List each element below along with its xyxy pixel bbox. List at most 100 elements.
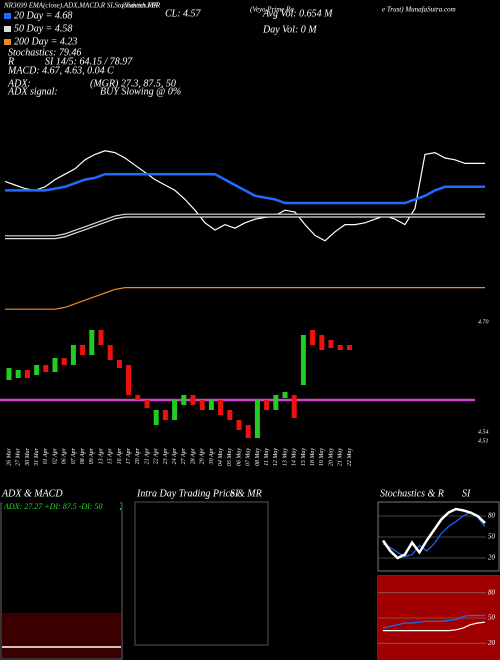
chart-title: NR3699 EMA(close),ADX,MACD,R SI,Stochast… [3,2,158,10]
panel-title: Stochastics & R [380,488,444,499]
adx-label-bg [2,502,120,512]
legend-swatch [4,26,11,32]
x-tick-label: 27 Mar [16,447,22,465]
x-tick-label: 07 Apr [71,447,77,464]
price-label: 4.70 [478,318,489,325]
annotation: 20 Day = 4.68 [14,10,72,21]
candle [319,335,325,350]
series-line [382,511,486,558]
y-tick-label: 20 [488,554,496,562]
x-tick-label: 29 Apr [200,447,206,464]
macd-area [2,613,121,658]
x-tick-label: 05 May [227,448,233,466]
x-tick-label: 06 May [236,448,242,466]
x-tick-label: 30 Apr [209,447,215,465]
candle [24,370,30,378]
x-tick-label: 13 Apr [98,447,104,464]
series-line [383,621,486,632]
x-tick-label: 22 Apr [154,447,160,464]
x-tick-label: 13 May [282,448,288,466]
candle [107,345,113,360]
candle [199,400,205,410]
candle [208,400,214,410]
annotation: Stochastics: 79.46 [8,47,81,58]
candle [172,400,178,420]
x-tick-label: 27 Apr [181,447,187,464]
annotation: Avg Vol: 0.654 M [262,8,333,19]
x-tick-label: 04 May [217,448,224,466]
price-label: 4.54 [478,428,489,435]
candle [310,330,316,345]
x-tick-label: 24 Apr [171,447,178,464]
candle [116,360,122,368]
annotation: (MGR) 27.3, 87.5, 50 [90,78,176,89]
y-tick-label: 20 [488,639,496,647]
x-tick-label: 19 May [319,448,325,466]
x-tick-label: 08 May [255,448,261,466]
candle [282,392,288,398]
x-tick-label: 14 May [291,448,298,466]
x-tick-label: 06 Apr [62,447,68,464]
candle [337,345,343,350]
x-tick-label: 20 May [328,448,334,466]
x-tick-label: 07 May [246,448,252,466]
price-label: 4.51 [478,437,489,444]
candle [61,358,67,365]
annotation: e Trust) MunafaSutra.com [382,6,456,14]
panel-subtitle: SI [230,488,239,499]
candle [6,368,12,380]
candle [144,400,150,408]
annotation: MACD: 4.67, 4.63, 0.04 C [7,65,114,76]
candle [43,365,49,372]
x-tick-label: 21 Apr [144,447,150,464]
x-tick-label: 09 Apr [89,447,95,464]
x-tick-label: 15 May [301,448,307,466]
x-tick-label: 02 Apr [52,447,58,464]
annotation: (Veyo Prime Ra [250,6,294,14]
series-line [5,213,485,240]
annotation: Day Vol: 0 M [262,24,317,35]
x-tick-label: 17 Apr [126,447,132,464]
annotation: CL: 4.57 [165,8,202,19]
y-tick-label: 80 [488,512,496,520]
candle [273,395,279,410]
x-tick-label: 26 Mar [6,447,12,465]
candle [190,395,196,405]
candle [162,410,168,420]
annotation: BUY Slowing @ 0% [100,86,181,97]
panel-title: ADX & MACD [1,488,63,499]
y-tick-label: 50 [488,614,496,622]
candle [34,365,40,375]
candle [291,395,297,418]
candle [236,420,242,430]
candle [80,345,86,355]
legend-swatch [4,39,11,45]
x-tick-label: 28 Apr [190,447,196,464]
candle [126,365,132,395]
y-tick-label: 80 [488,588,496,596]
x-tick-label: 30 Mar [25,447,31,466]
series-line [382,614,485,629]
candle [300,335,306,385]
x-tick-label: 11 May [264,448,270,466]
annotation: 200 Day = 4.23 [14,36,77,47]
x-tick-label: 08 Apr [80,447,86,464]
candle [89,330,95,355]
annotation: ADX signal: [7,86,58,97]
legend-swatch [4,13,11,19]
candle [227,410,233,420]
candle [328,340,334,348]
annotation: ADX: [7,78,31,89]
panel-frame [134,501,269,646]
y-tick-label: 50 [488,533,496,541]
line-core [5,214,485,238]
series-line [5,287,485,310]
x-tick-label: 23 Apr [163,447,169,464]
x-tick-label: 16 Apr [117,447,123,464]
candle [264,400,270,410]
candle [52,358,58,372]
candle [98,330,104,345]
candle [346,345,352,350]
x-tick-label: 21 May [338,448,344,466]
